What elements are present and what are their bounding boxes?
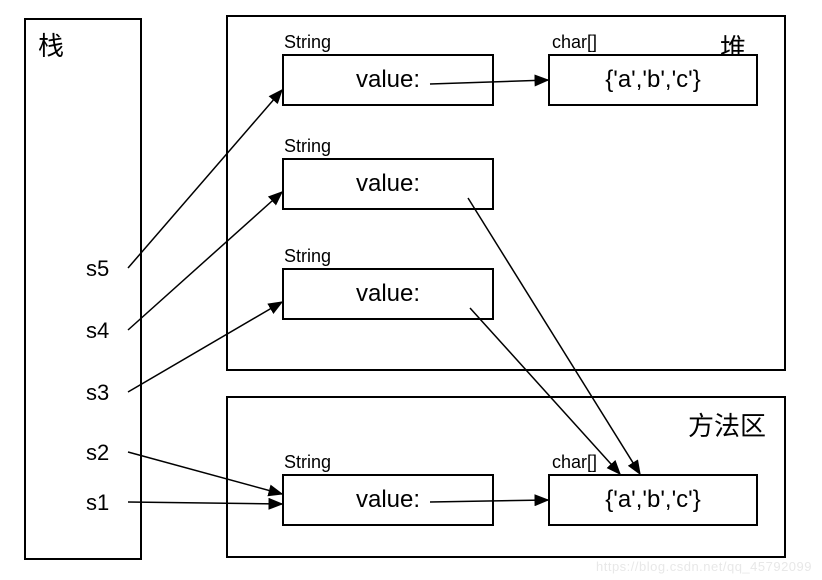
stack-var-s4: s4 (86, 318, 109, 344)
methodarea-string-label: String (284, 452, 331, 473)
methodarea-string-value: value: (356, 486, 420, 514)
stack-var-s5: s5 (86, 256, 109, 282)
heap-string2-value: value: (356, 170, 420, 198)
stack-var-s1: s1 (86, 490, 109, 516)
heap-string2-label: String (284, 136, 331, 157)
heap-string3-box: value: (282, 268, 494, 320)
heap-string1-label: String (284, 32, 331, 53)
heap-string1-value: value: (356, 66, 420, 94)
heap-chararr-value: {'a','b','c'} (605, 66, 701, 94)
methodarea-chararr-label: char[] (552, 452, 597, 473)
stack-var-s2: s2 (86, 440, 109, 466)
heap-chararr-box: {'a','b','c'} (548, 54, 758, 106)
method-area-title: 方法区 (688, 406, 766, 443)
stack-var-s3: s3 (86, 380, 109, 406)
methodarea-chararr-value: {'a','b','c'} (605, 486, 701, 514)
methodarea-chararr-box: {'a','b','c'} (548, 474, 758, 526)
heap-string3-label: String (284, 246, 331, 267)
heap-string3-value: value: (356, 280, 420, 308)
heap-chararr-label: char[] (552, 32, 597, 53)
watermark-text: https://blog.csdn.net/qq_45792099 (596, 559, 812, 574)
heap-string2-box: value: (282, 158, 494, 210)
stack-title: 栈 (38, 26, 64, 63)
stack-region: 栈 (24, 18, 142, 560)
methodarea-string-box: value: (282, 474, 494, 526)
heap-string1-box: value: (282, 54, 494, 106)
